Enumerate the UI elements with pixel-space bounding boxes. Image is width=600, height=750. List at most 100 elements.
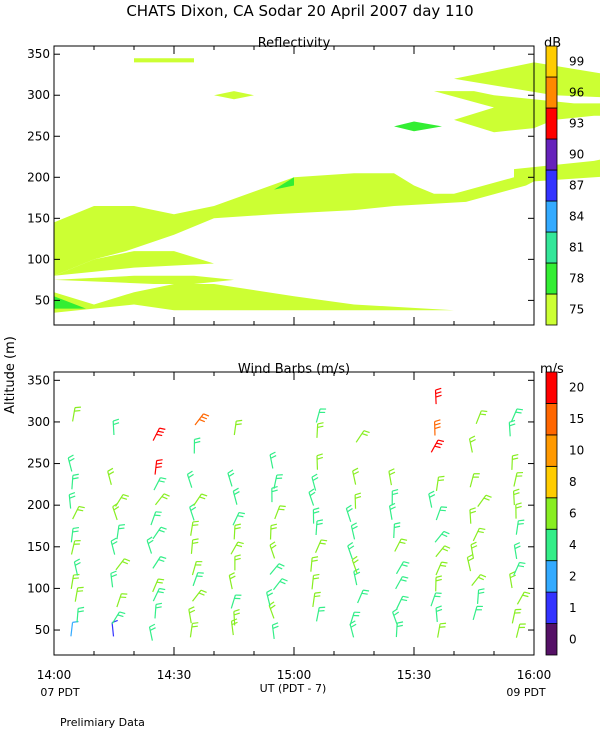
wind-barb (515, 623, 526, 638)
wind-barb (509, 571, 516, 589)
reflectivity-contour-75 (54, 275, 234, 284)
wind-colorbar-label: 4 (569, 538, 577, 552)
wind-colorbar-label: 8 (569, 475, 577, 489)
reflectivity-colorbar-swatch (545, 169, 558, 202)
wind-colorbar-swatch (545, 497, 558, 530)
wind-barb (269, 523, 278, 540)
wind-barb (428, 490, 436, 508)
wind-barb (395, 621, 404, 638)
wind-barb (233, 523, 241, 540)
reflectivity-contour-78 (394, 121, 442, 132)
wind-barb (192, 589, 207, 602)
wind-barb (435, 575, 442, 592)
y-tick-label: 350 (27, 373, 50, 387)
wind-barb (430, 592, 442, 607)
reflectivity-colorbar-swatch (545, 138, 558, 171)
wind-barb (72, 505, 85, 520)
wind-barb (186, 470, 194, 488)
wind-barb (468, 435, 476, 453)
wind-barb (351, 555, 359, 574)
x-axis-label: UT (PDT - 7) (260, 682, 327, 695)
figure-title: CHATS Dixon, CA Sodar 20 April 2007 day … (126, 2, 473, 20)
wind-barb (115, 558, 131, 571)
y-tick-label: 200 (27, 170, 50, 184)
wind-barb (115, 494, 129, 507)
wind-barb (435, 561, 448, 576)
wind-barb (395, 561, 410, 575)
wind-barb (152, 556, 167, 569)
wind-colorbar-swatch (545, 403, 558, 436)
wind-barb (308, 488, 316, 506)
wind-barb (466, 554, 474, 572)
wind-barb (190, 520, 199, 536)
reflectivity-colorbar-label: 96 (569, 86, 584, 100)
preliminary-note: Prelimiary Data (60, 716, 145, 729)
wind-barb (272, 578, 288, 591)
wind-barb (312, 591, 321, 608)
wind-barb (352, 467, 360, 485)
wind-barb (192, 572, 204, 587)
wind-barb (72, 406, 81, 422)
wind-barb (355, 430, 370, 443)
wind-barb (148, 623, 156, 641)
wind-barb (512, 488, 520, 506)
wind-barb (437, 622, 447, 638)
wind-barb (469, 507, 477, 524)
wind-barb (430, 439, 445, 453)
wind-barb (469, 473, 480, 488)
wind-barb (76, 606, 85, 623)
wind-barb (152, 427, 166, 441)
y-tick-label: 350 (27, 47, 50, 61)
wind-barb (471, 574, 487, 586)
y-tick-label: 250 (27, 457, 50, 471)
wind-barb (510, 408, 524, 422)
y-tick-label: 50 (35, 623, 50, 637)
wind-barb (191, 560, 203, 576)
wind-colorbar-label: 20 (569, 381, 584, 395)
wind-barb (350, 522, 358, 540)
y-tick-label: 50 (35, 293, 50, 307)
reflectivity-colorbar-label: 99 (569, 55, 584, 69)
wind-barb (70, 620, 79, 637)
wind-barb (150, 511, 162, 526)
wind-barb (434, 530, 450, 543)
wind-barb (516, 591, 531, 605)
y-tick-label: 300 (27, 415, 50, 429)
wind-barb (110, 537, 118, 555)
wind-barb (266, 588, 274, 607)
wind-barb (152, 526, 167, 540)
y-tick-label: 100 (27, 252, 50, 266)
wind-barb (116, 523, 125, 540)
wind-barb (513, 542, 521, 560)
y-tick-label: 250 (27, 129, 50, 143)
wind-barb (116, 593, 128, 608)
wind-barb (515, 502, 522, 519)
wind-barb (67, 454, 75, 472)
wind-barb (511, 608, 522, 624)
wind-barb (152, 587, 166, 602)
wind-barb (396, 595, 409, 610)
wind-barb (70, 540, 81, 555)
wind-barb (233, 419, 243, 436)
reflectivity-contour-75 (434, 62, 600, 133)
wind-colorbar-label: 0 (569, 632, 577, 646)
wind-colorbar-label: 6 (569, 507, 577, 521)
wind-barb (107, 467, 115, 485)
wind-barb (230, 594, 242, 609)
x-tick-label: 14:00 (37, 668, 72, 682)
reflectivity-contour-75 (54, 159, 600, 276)
reflectivity-colorbar-swatch (545, 231, 558, 264)
wind-barb (347, 542, 355, 560)
reflectivity-contour-75 (134, 58, 194, 63)
wind-barb (472, 605, 483, 621)
reflectivity-colorbar-swatch (545, 107, 558, 140)
wind-barb (392, 608, 400, 626)
wind-colorbar-label: 10 (569, 444, 584, 458)
wind-barb (310, 556, 319, 572)
wind-barb (71, 473, 79, 490)
wind-barb (316, 422, 324, 438)
wind-colorbar: 0 1 2 4 6 8 10 15 20 (545, 371, 584, 656)
wind-barb (434, 387, 442, 405)
wind-colorbar-label: 1 (569, 601, 577, 615)
